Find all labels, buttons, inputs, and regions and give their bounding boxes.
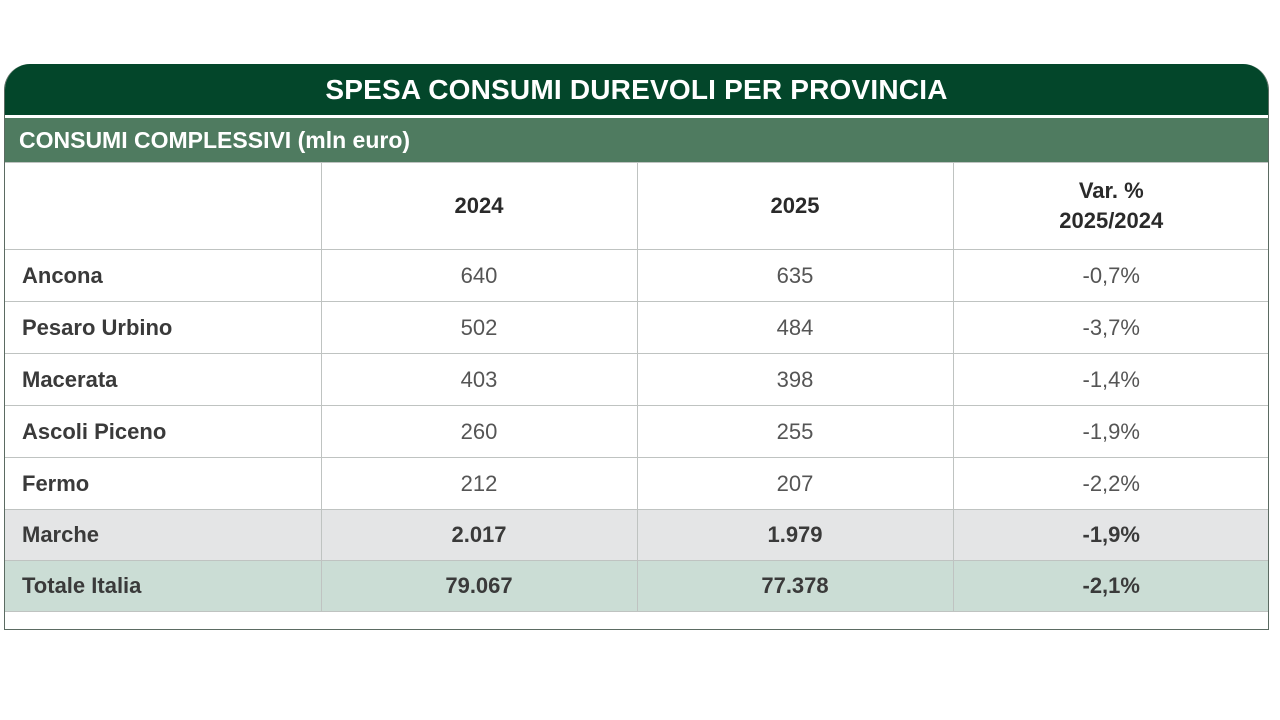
table-row: Ancona 640 635 -0,7%	[5, 249, 1268, 302]
region-value-variation: -1,9%	[952, 509, 1268, 561]
value-variation: -0,7%	[952, 249, 1268, 302]
province-name: Macerata	[5, 353, 322, 406]
province-name: Ascoli Piceno	[5, 405, 322, 458]
province-name: Fermo	[5, 457, 322, 510]
consumption-table: 2024 2025 Var. % 2025/2024 Ancona 640 63…	[5, 162, 1268, 612]
header-variation: Var. % 2025/2024	[952, 162, 1268, 250]
value-2024: 640	[320, 249, 638, 302]
value-2025: 398	[636, 353, 954, 406]
table-title: SPESA CONSUMI DUREVOLI PER PROVINCIA	[5, 64, 1268, 115]
value-2025: 484	[636, 301, 954, 354]
value-2024: 403	[320, 353, 638, 406]
region-value-2024: 2.017	[320, 509, 638, 561]
region-value-2025: 1.979	[636, 509, 954, 561]
value-2025: 207	[636, 457, 954, 510]
value-2024: 212	[320, 457, 638, 510]
value-2025: 635	[636, 249, 954, 302]
value-variation: -1,9%	[952, 405, 1268, 458]
value-variation: -2,2%	[952, 457, 1268, 510]
data-table-panel: SPESA CONSUMI DUREVOLI PER PROVINCIA CON…	[4, 64, 1269, 630]
national-total-row: Totale Italia 79.067 77.378 -2,1%	[5, 560, 1268, 612]
table-row: Pesaro Urbino 502 484 -3,7%	[5, 301, 1268, 354]
table-header-row: 2024 2025 Var. % 2025/2024	[5, 162, 1268, 250]
table-subtitle: CONSUMI COMPLESSIVI (mln euro)	[5, 118, 1268, 162]
value-variation: -3,7%	[952, 301, 1268, 354]
table-row: Macerata 403 398 -1,4%	[5, 353, 1268, 406]
table-row: Fermo 212 207 -2,2%	[5, 457, 1268, 510]
national-value-2025: 77.378	[636, 560, 954, 612]
national-value-2024: 79.067	[320, 560, 638, 612]
header-2024: 2024	[320, 162, 638, 250]
national-value-variation: -2,1%	[952, 560, 1268, 612]
header-variation-line1: Var. %	[1078, 178, 1144, 203]
header-empty-cell	[5, 162, 322, 250]
national-name: Totale Italia	[5, 560, 322, 612]
value-variation: -1,4%	[952, 353, 1268, 406]
province-name: Ancona	[5, 249, 322, 302]
header-variation-line2: 2025/2024	[1059, 208, 1164, 233]
header-2025: 2025	[636, 162, 954, 250]
region-total-row: Marche 2.017 1.979 -1,9%	[5, 509, 1268, 561]
region-name: Marche	[5, 509, 322, 561]
value-2024: 502	[320, 301, 638, 354]
value-2024: 260	[320, 405, 638, 458]
province-name: Pesaro Urbino	[5, 301, 322, 354]
value-2025: 255	[636, 405, 954, 458]
table-row: Ascoli Piceno 260 255 -1,9%	[5, 405, 1268, 458]
